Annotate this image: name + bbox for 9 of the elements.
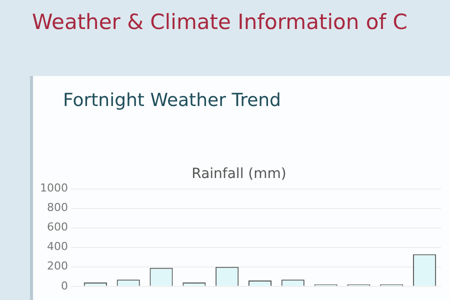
y-tick-label: 600 [46,220,68,234]
y-tick-label: 200 [46,260,68,273]
chart-title: Rainfall (mm) [192,166,286,182]
y-tick-label: 1000 [40,182,68,195]
y-tick-label: 800 [46,201,68,214]
y-tick-label: 0 [60,279,68,292]
y-tick-label: 400 [46,240,68,254]
text: Fortnight Weather Trend [63,90,281,111]
text: Weather & Climate Information of C [32,10,408,34]
